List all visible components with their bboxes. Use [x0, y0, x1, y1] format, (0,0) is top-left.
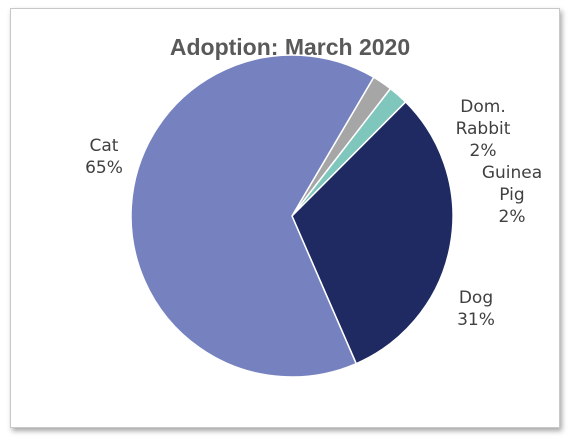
- pie-slice-cat: [130, 54, 375, 378]
- slice-label-guinea-pig: Guinea Pig 2%: [482, 163, 542, 227]
- slice-label-dog: Dog 31%: [457, 288, 495, 330]
- slice-labels: Dom. Rabbit 2%Guinea Pig 2% Dog 31% Cat 65%: [85, 97, 542, 330]
- pie-slice-dog: [291, 100, 454, 365]
- slice-label-dom-rabbit: Dom. Rabbit 2%: [456, 97, 511, 161]
- pie-slices: [130, 54, 454, 378]
- slice-label-cat: Cat 65%: [85, 136, 123, 178]
